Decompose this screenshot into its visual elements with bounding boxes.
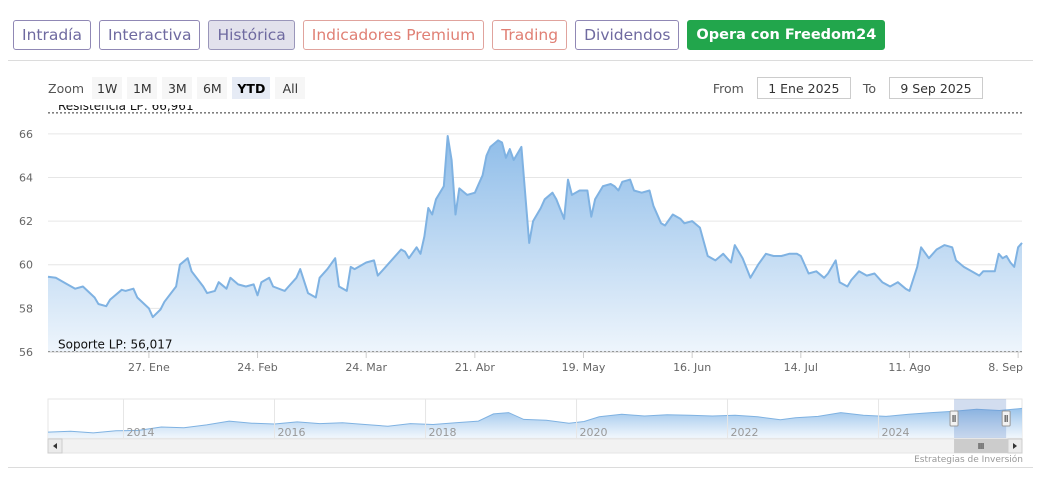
navigator-year-label: 2016: [278, 426, 306, 439]
x-tick-label: 24. Mar: [345, 361, 387, 374]
zoom-label: Zoom: [48, 80, 85, 96]
scroll-left-arrow-icon[interactable]: [47, 438, 63, 454]
tab-trading[interactable]: Trading: [492, 20, 568, 50]
x-tick-label: 24. Feb: [237, 361, 277, 374]
x-tick-label: 21. Abr: [455, 361, 495, 374]
navigator-handle-left[interactable]: [949, 410, 959, 427]
navigator-year-label: 2014: [127, 426, 155, 439]
navigator-area: [48, 408, 1022, 438]
navigator-year-label: 2024: [882, 426, 910, 439]
tab-indicadores-premium[interactable]: Indicadores Premium: [302, 20, 485, 50]
panel-top-divider: [8, 60, 1033, 61]
from-date-input[interactable]: [756, 77, 851, 99]
navigator-handle-right[interactable]: [1001, 410, 1011, 427]
zoom-bar: Zoom 1W 1M 3M 6M YTD All: [48, 77, 306, 99]
y-tick-label: 56: [19, 346, 33, 359]
zoom-button-6m[interactable]: 6M: [197, 77, 228, 99]
tab-dividendos[interactable]: Dividendos: [575, 20, 680, 50]
x-tick-label: 16. Jun: [673, 361, 711, 374]
navigator-year-label: 2020: [580, 426, 608, 439]
price-line: [47, 135, 1023, 319]
tab-intradia[interactable]: Intradía: [13, 20, 91, 50]
from-label: From: [712, 80, 744, 96]
y-tick-label: 58: [19, 302, 33, 315]
resistance-label: Resistencia LP: 66,961: [58, 105, 194, 113]
y-tick-label: 64: [19, 171, 33, 184]
x-tick-label: 14. Jul: [784, 361, 818, 374]
navigator-year-label: 2022: [731, 426, 759, 439]
x-tick-label: 27. Ene: [128, 361, 170, 374]
zoom-button-all[interactable]: All: [275, 77, 306, 99]
zoom-button-3m[interactable]: 3M: [162, 77, 193, 99]
tab-historica[interactable]: Histórica: [208, 20, 295, 50]
x-tick-label: 19. May: [562, 361, 606, 374]
price-area: [48, 136, 1022, 352]
to-date-input[interactable]: [889, 77, 983, 99]
scroll-right-arrow-icon[interactable]: [1007, 438, 1023, 454]
chart-tabs: Intradía Interactiva Histórica Indicador…: [13, 20, 886, 50]
navigator-year-label: 2018: [429, 426, 457, 439]
zoom-button-1w[interactable]: 1W: [92, 77, 123, 99]
chart-credits: Estrategias de Inversión: [914, 455, 1023, 465]
zoom-button-1m[interactable]: 1M: [127, 77, 158, 99]
zoom-button-ytd[interactable]: YTD: [232, 77, 271, 99]
panel-bottom-divider: [8, 467, 1033, 468]
x-tick-label: 8. Sep: [988, 361, 1023, 374]
tab-interactiva[interactable]: Interactiva: [99, 20, 201, 50]
y-tick-label: 66: [19, 128, 33, 141]
navigator-selection: [954, 399, 1007, 438]
support-label: Soporte LP: 56,017: [58, 338, 173, 352]
opera-freedom24-button[interactable]: Opera con Freedom24: [687, 20, 886, 50]
date-range-selector: From To: [713, 77, 983, 99]
y-tick-label: 60: [19, 259, 33, 272]
scrollbar-track[interactable]: [47, 438, 1023, 454]
x-tick-label: 11. Ago: [888, 361, 930, 374]
price-chart: 56 58 60 62 64 66 Resistencia LP: 66,961 Soport…: [19, 105, 1023, 454]
navigator-line: [47, 407, 1023, 434]
to-label: To: [862, 80, 876, 96]
y-tick-label: 62: [19, 215, 33, 228]
